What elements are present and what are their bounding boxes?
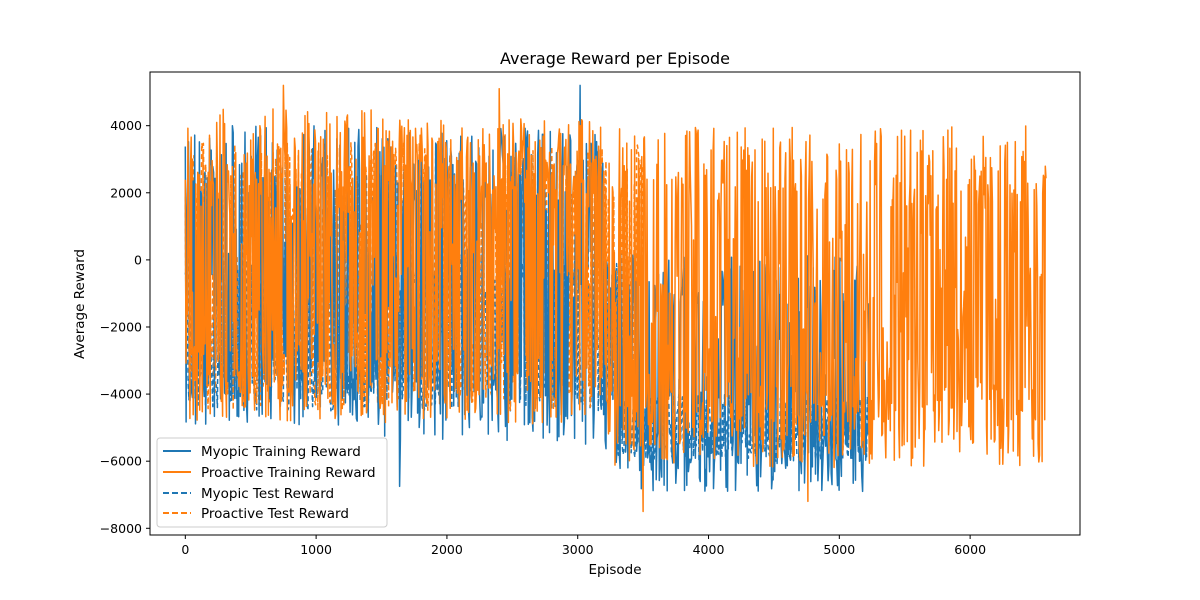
x-axis-label: Episode xyxy=(588,562,641,578)
y-tick-label: −2000 xyxy=(100,319,142,334)
legend-label-myopic-training: Myopic Training Reward xyxy=(201,444,361,460)
x-tick-label: 6000 xyxy=(954,542,986,557)
y-tick-label: 0 xyxy=(134,252,142,267)
legend-label-proactive-training: Proactive Training Reward xyxy=(201,465,376,481)
x-tick-label: 4000 xyxy=(693,542,725,557)
x-tick-label: 0 xyxy=(181,542,189,557)
chart-title: Average Reward per Episode xyxy=(500,49,730,68)
y-tick-label: 4000 xyxy=(110,118,142,133)
y-axis: −8000 −6000 −4000 −2000 0 2000 4000 xyxy=(100,118,150,536)
x-axis: 0 1000 2000 3000 4000 5000 6000 xyxy=(181,535,986,557)
x-tick-label: 5000 xyxy=(823,542,855,557)
x-tick-label: 1000 xyxy=(300,542,332,557)
y-tick-label: −4000 xyxy=(100,387,142,402)
x-tick-label: 2000 xyxy=(431,542,463,557)
y-tick-label: −8000 xyxy=(100,521,142,536)
x-tick-label: 3000 xyxy=(562,542,594,557)
plot-frame xyxy=(149,71,1081,536)
legend-box xyxy=(156,437,388,528)
y-tick-label: −6000 xyxy=(100,454,142,469)
y-tick-label: 2000 xyxy=(110,185,142,200)
y-axis-label: Average Reward xyxy=(72,249,88,359)
legend-label-proactive-test: Proactive Test Reward xyxy=(201,506,349,522)
series-proactive-training xyxy=(184,84,1047,513)
legend-label-myopic-test: Myopic Test Reward xyxy=(201,486,334,502)
series-layer xyxy=(184,84,1047,513)
legend: Myopic Training Reward Proactive Trainin… xyxy=(156,437,388,528)
